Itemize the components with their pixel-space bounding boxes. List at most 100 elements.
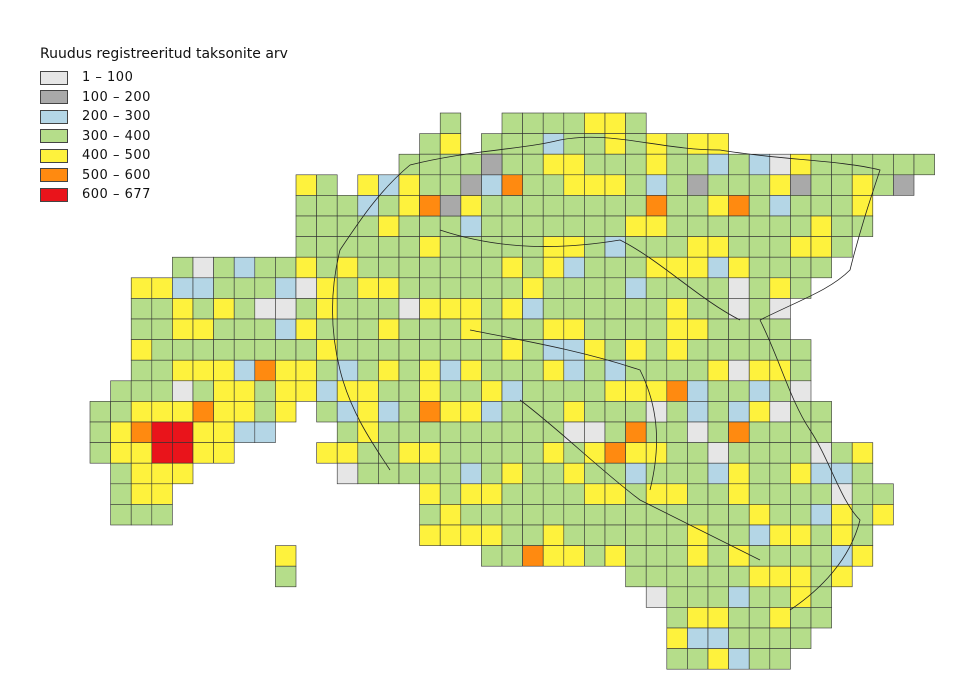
grid-cell [419, 174, 441, 196]
grid-cell [687, 133, 709, 155]
grid-cell [687, 545, 709, 567]
grid-cell [728, 277, 750, 299]
grid-cell [810, 504, 832, 526]
grid-cell [831, 504, 853, 526]
grid-cell [645, 359, 668, 382]
grid-cell [584, 401, 606, 423]
boundary-line [469, 329, 657, 491]
grid-cell [378, 421, 400, 443]
grid-cell [769, 421, 791, 443]
grid-cell [378, 442, 400, 464]
grid-cell [748, 256, 771, 279]
grid-cell [419, 359, 441, 382]
grid-cell [419, 215, 441, 237]
grid-cell [419, 380, 441, 402]
grid-cell [810, 195, 832, 217]
grid-cell [604, 504, 626, 526]
grid-cell [501, 380, 523, 402]
grid-cell [130, 277, 153, 299]
grid-cell [439, 483, 462, 505]
grid-cell [542, 339, 565, 361]
legend-swatch [40, 148, 68, 163]
grid-cell [481, 256, 503, 279]
grid-cell [831, 565, 853, 588]
grid-cell [748, 195, 771, 217]
grid-cell [666, 648, 688, 670]
grid-cell [357, 339, 379, 361]
grid-cell [707, 339, 729, 361]
grid-cell [584, 256, 606, 279]
grid-cell [748, 648, 771, 670]
grid-cell [707, 462, 729, 485]
grid-cell [460, 483, 482, 505]
grid-cell [625, 153, 647, 176]
grid-cell [481, 339, 503, 361]
grid-cell [439, 133, 462, 155]
grid-cell [748, 339, 771, 361]
grid-cell [213, 359, 235, 382]
grid-cell [563, 195, 585, 217]
grid-cell [542, 524, 565, 546]
grid-cell [728, 586, 750, 608]
grid-cell [707, 256, 729, 279]
grid-cell [687, 565, 709, 588]
grid-cell [913, 153, 935, 176]
grid-cell [542, 442, 565, 464]
grid-cell [563, 524, 585, 546]
grid-cell [810, 174, 832, 196]
grid-cell [707, 545, 729, 567]
grid-cell [831, 442, 853, 464]
grid-cell [831, 524, 853, 546]
grid-cell [748, 421, 771, 443]
grid-cell [522, 545, 544, 567]
grid-cell [707, 607, 729, 629]
grid-cell [481, 401, 503, 423]
grid-cell [501, 298, 523, 320]
grid-cell [378, 195, 400, 217]
grid-cell [522, 215, 544, 237]
grid-cell [481, 174, 503, 196]
grid-cell [707, 648, 729, 670]
grid-cell [378, 236, 400, 258]
grid-cell [769, 174, 791, 196]
grid-cell [769, 359, 791, 382]
grid-cell [110, 504, 132, 526]
grid-cell [192, 339, 214, 361]
grid-cell [728, 174, 750, 196]
grid-cell [213, 298, 235, 320]
grid-cell [851, 483, 874, 505]
grid-cell [851, 174, 874, 196]
grid-cell [110, 421, 132, 443]
grid-cell [625, 174, 647, 196]
grid-cell [110, 483, 132, 505]
grid-cell [604, 483, 626, 505]
grid-cell [213, 380, 235, 402]
grid-cell [769, 277, 791, 299]
grid-cell [233, 298, 256, 320]
grid-cell [769, 648, 791, 670]
grid-cell [707, 174, 729, 196]
grid-cell [439, 504, 462, 526]
grid-cell [645, 401, 668, 423]
grid-cell [460, 215, 482, 237]
grid-cell [831, 215, 853, 237]
grid-cell [645, 462, 668, 485]
grid-cell [851, 545, 874, 567]
grid-cell [439, 318, 462, 340]
grid-cell [748, 277, 771, 299]
grid-cell [748, 318, 771, 340]
grid-cell [192, 277, 214, 299]
grid-cell [501, 504, 523, 526]
grid-cell [542, 277, 565, 299]
grid-cell [769, 627, 791, 649]
grid-cell [481, 215, 503, 237]
grid-cell [645, 174, 668, 196]
grid-cell [604, 421, 626, 443]
grid-cell [151, 421, 173, 443]
grid-cell [501, 421, 523, 443]
grid-cell [769, 318, 791, 340]
grid-cell [625, 359, 647, 382]
grid-cell [460, 359, 482, 382]
grid-cell [398, 442, 420, 464]
grid-cell [666, 195, 688, 217]
